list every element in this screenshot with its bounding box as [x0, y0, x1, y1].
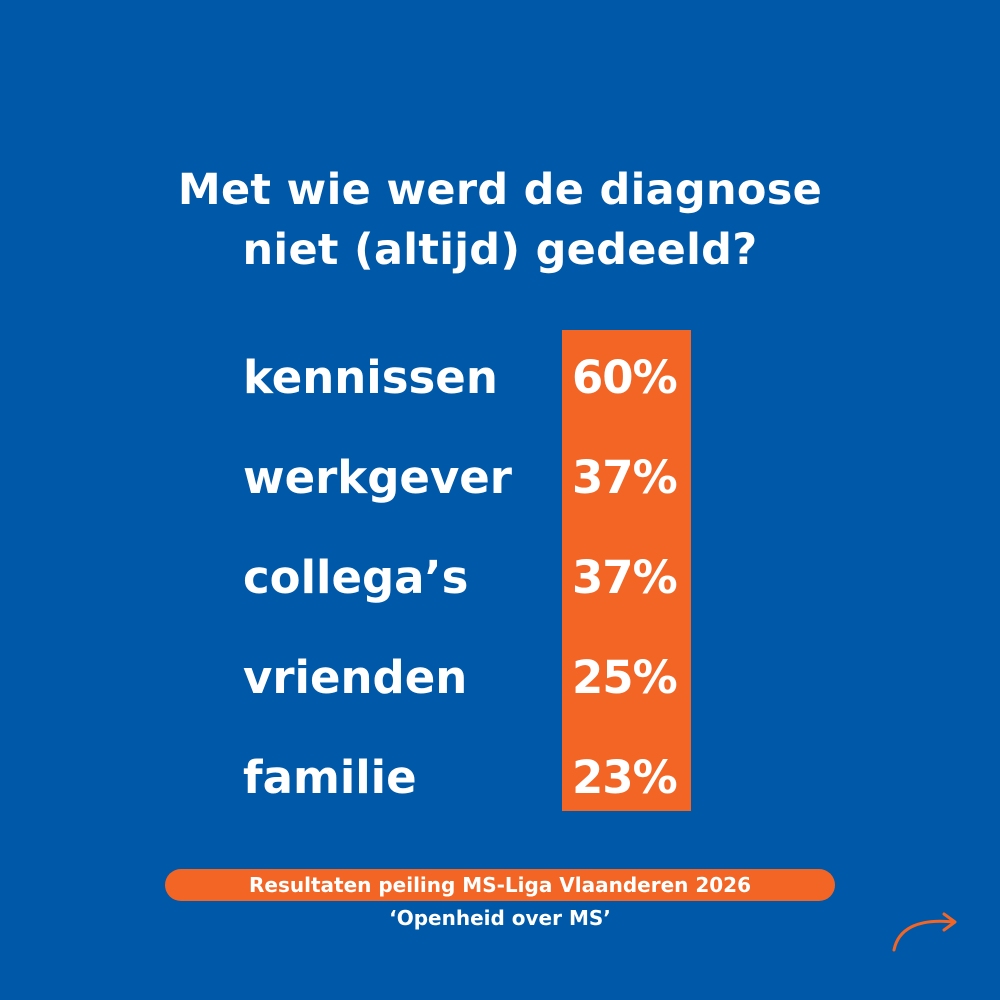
result-row-familie: familie 23%: [0, 730, 1000, 830]
result-value: 23%: [572, 751, 678, 804]
result-value: 37%: [572, 451, 678, 504]
arrow-right-icon[interactable]: [888, 908, 962, 956]
result-label: vrienden: [243, 651, 468, 704]
result-value: 60%: [572, 351, 678, 404]
source-subtitle: ‘Openheid over MS’: [389, 906, 611, 930]
page-title: Met wie werd de diagnose niet (altijd) g…: [0, 160, 1000, 280]
result-row-werkgever: werkgever 37%: [0, 430, 1000, 530]
result-label: familie: [243, 751, 417, 804]
result-row-vrienden: vrienden 25%: [0, 630, 1000, 730]
result-row-collegas: collega’s 37%: [0, 530, 1000, 630]
result-value: 37%: [572, 551, 678, 604]
values-highlight-column: [562, 330, 691, 811]
source-badge: Resultaten peiling MS-Liga Vlaanderen 20…: [165, 869, 835, 901]
result-label: collega’s: [243, 551, 469, 604]
title-line-1: Met wie werd de diagnose: [177, 165, 823, 215]
result-row-kennissen: kennissen 60%: [0, 330, 1000, 430]
result-value: 25%: [572, 651, 678, 704]
result-label: kennissen: [243, 351, 498, 404]
result-label: werkgever: [243, 451, 512, 504]
title-line-2: niet (altijd) gedeeld?: [242, 225, 758, 275]
